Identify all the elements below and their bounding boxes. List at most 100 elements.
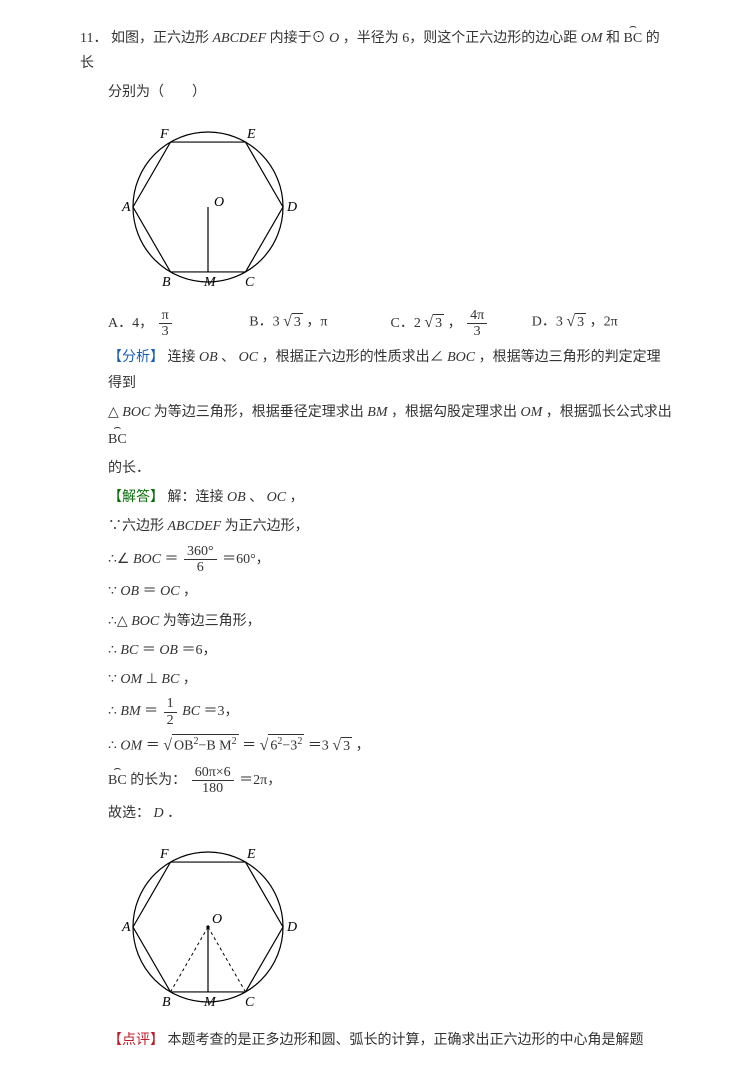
text: ＝ — [144, 704, 158, 719]
text: OC — [160, 584, 179, 599]
option-a: A．4， π 3 — [108, 308, 249, 340]
text: 、 — [221, 350, 235, 365]
answer-letter: D — [154, 806, 164, 821]
text: ∴ — [108, 643, 117, 658]
analysis-line2: △ BOC 为等边三角形，根据垂径定理求出 BM ，根据勾股定理求出 OM ，根… — [80, 400, 673, 452]
text: D．3 — [532, 314, 563, 329]
text: OB — [159, 643, 178, 658]
text: ＝6， — [181, 643, 216, 658]
question-stem-line2: 分别为（ ） — [80, 80, 673, 105]
solution-line2: ∴∠ BOC ＝ 360° 6 ＝60°， — [80, 544, 673, 576]
text: ＝ — [242, 739, 256, 754]
text: BOC — [131, 614, 159, 629]
solution-line5: ∴ BC ＝ OB ＝6， — [80, 638, 673, 663]
text: BOC — [447, 350, 475, 365]
analysis-tag: 【分析】 — [108, 350, 164, 365]
text: C．2 — [391, 316, 421, 331]
text: ＝ — [164, 552, 178, 567]
text: BM — [120, 704, 140, 719]
text: ＝3， — [204, 704, 239, 719]
solution-line4: ∴△ BOC 为等边三角形， — [80, 609, 673, 634]
text: BC — [182, 704, 200, 719]
text: OB — [120, 584, 139, 599]
solution-line7: ∴ BM ＝ 1 2 BC ＝3， — [80, 696, 673, 728]
text: ∴ — [108, 704, 117, 719]
text: OM — [120, 672, 142, 687]
text: 为等边三角形，根据垂径定理求出 — [154, 405, 368, 420]
text: ，根据正六边形的性质求出∠ — [262, 350, 444, 365]
text: ， — [290, 490, 304, 505]
text: ＝ — [143, 584, 157, 599]
fraction: 1 2 — [164, 696, 177, 728]
option-b: B．3 √3 ，π — [249, 308, 390, 340]
text: 如图，正六边形 — [111, 31, 213, 46]
option-d: D．3 √3 ，2π — [532, 308, 673, 340]
text: ＝ — [142, 643, 156, 658]
center-o: O — [329, 31, 339, 46]
text: B．3 — [249, 314, 279, 329]
fraction: 4π 3 — [467, 308, 487, 340]
fraction: 360° 6 — [184, 544, 217, 576]
fraction: π 3 — [159, 308, 172, 340]
label-a: A — [121, 200, 131, 215]
label-d: D — [286, 920, 297, 935]
arc-bc: BC — [108, 766, 127, 793]
sqrt: √3 — [332, 732, 352, 761]
text: ＝3 — [308, 739, 329, 754]
text: ＝60°， — [222, 552, 270, 567]
text: ＝2π， — [239, 773, 281, 788]
analysis-line3: 的长． — [80, 456, 673, 481]
text: ，半径为 6，则这个正六边形的边心距 — [343, 31, 581, 46]
text: OM — [521, 405, 543, 420]
solution-conclusion: 故选： D ． — [80, 801, 673, 826]
sqrt: √3 — [424, 309, 444, 338]
text: 故选： — [108, 806, 150, 821]
arc-bc: BC — [108, 425, 127, 452]
label-c: C — [245, 995, 255, 1010]
question-number: 11． — [80, 31, 107, 46]
label-f: F — [159, 847, 169, 862]
text: ∴∠ — [108, 552, 129, 567]
sqrt: √62−32 — [260, 732, 305, 761]
label-f: F — [159, 127, 169, 142]
text: ＝ — [146, 739, 160, 754]
analysis-block: 【分析】 连接 OB 、 OC ，根据正六边形的性质求出∠ BOC ，根据等边三… — [80, 345, 673, 395]
text: ，2π — [590, 314, 618, 329]
sqrt: √3 — [566, 308, 586, 337]
text: ，根据弧长公式求出 — [546, 405, 672, 420]
text: ，根据勾股定理求出 — [391, 405, 521, 420]
text: BC — [161, 672, 179, 687]
text: OC — [267, 490, 286, 505]
solution-line6: ∵ OM ⊥ BC ， — [80, 667, 673, 692]
text: OM — [120, 739, 142, 754]
label-a: A — [121, 920, 131, 935]
text: 内接于⊙ — [270, 31, 326, 46]
arc-bc: BC — [624, 24, 643, 51]
solution-line3: ∵ OB ＝ OC ， — [80, 579, 673, 604]
solution-line1: ∵六边形 ABCDEF 为正六边形， — [80, 514, 673, 539]
text: ∵ — [108, 584, 117, 599]
figure-hexagon-1: A B C D E F O M — [108, 112, 308, 302]
text: BM — [367, 405, 387, 420]
text: 本题考查的是正多边形和圆、弧长的计算，正确求出正六边形的中心角是解题 — [168, 1033, 644, 1048]
solution-line8: ∴ OM ＝ √OB2−B M2 ＝ √62−32 ＝3 √3 ， — [80, 732, 673, 761]
text: ， — [448, 316, 462, 331]
solution-line0: 【解答】 解：连接 OB 、 OC ， — [80, 485, 673, 510]
review-tag: 【点评】 — [108, 1033, 164, 1048]
text: 为等边三角形， — [163, 614, 261, 629]
text: ∵六边形 — [108, 519, 168, 534]
label-o: O — [214, 195, 224, 210]
text: A．4， — [108, 316, 153, 331]
review-block: 【点评】 本题考查的是正多边形和圆、弧长的计算，正确求出正六边形的中心角是解题 — [80, 1028, 673, 1053]
label-m: M — [203, 995, 217, 1010]
text: ∴△ — [108, 614, 128, 629]
question-stem-line1: 11． 如图，正六边形 ABCDEF 内接于⊙ O ，半径为 6，则这个正六边形… — [80, 24, 673, 76]
text: 和 — [606, 31, 620, 46]
text: ∵ — [108, 672, 117, 687]
options-row: A．4， π 3 B．3 √3 ，π C．2 √3 ， 4π 3 D．3 √3 … — [80, 308, 673, 340]
answer-tag: 【解答】 — [108, 490, 164, 505]
text: BC — [120, 643, 138, 658]
text: 为正六边形， — [225, 519, 309, 534]
option-c: C．2 √3 ， 4π 3 — [391, 308, 532, 340]
sqrt: √3 — [283, 308, 303, 337]
